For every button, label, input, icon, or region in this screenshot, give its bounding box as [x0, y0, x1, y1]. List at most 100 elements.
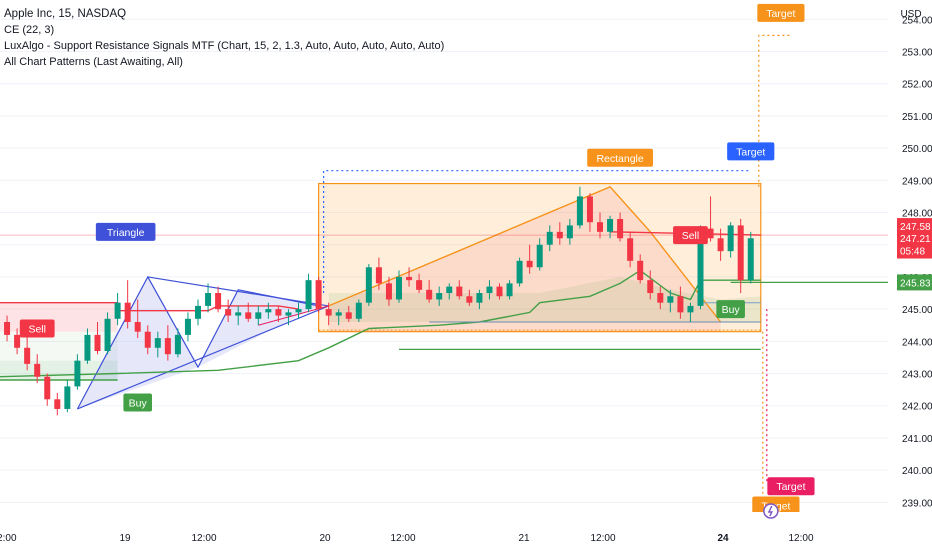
candle-body	[265, 309, 272, 313]
candle-body	[54, 399, 61, 409]
resistance-zone	[0, 302, 118, 332]
time-tick-label: 12:00	[0, 533, 17, 544]
lightning-icon	[763, 503, 779, 519]
candle-body	[396, 276, 402, 300]
indicator-luxalgo[interactable]: LuxAlgo - Support Resistance Signals MTF…	[4, 40, 445, 52]
candle-body	[325, 309, 332, 316]
signal-buy-text: Buy	[129, 398, 148, 410]
candle-body	[205, 293, 212, 306]
candle-body	[416, 280, 423, 290]
time-axis: 12:00 19 12:00 20 12:00 21 12:00 24 12:00	[0, 533, 814, 544]
candle-body	[94, 334, 101, 351]
symbol-title[interactable]: Apple Inc, 15, NASDAQ	[4, 8, 127, 20]
signal-sell-text: Sell	[682, 230, 700, 242]
price-tick-label: 248.00	[902, 209, 932, 220]
target-label: Target	[767, 477, 815, 496]
candle-body	[747, 238, 754, 281]
price-tick-label: 245.00	[902, 305, 932, 316]
signal-sell: Sell	[19, 319, 55, 338]
candle-body	[446, 286, 453, 294]
candle-body	[305, 280, 312, 310]
candle-body	[546, 231, 553, 245]
candle-body	[114, 302, 121, 319]
candle-body	[617, 218, 624, 239]
price-tick-label: 244.00	[902, 337, 932, 348]
candle-body	[104, 318, 111, 351]
triangle-lower-line	[77, 305, 329, 410]
candle-body	[597, 222, 603, 232]
candle-body	[657, 293, 664, 303]
rectangle-label-bg	[587, 148, 653, 167]
price-badge: 247.21	[897, 229, 932, 246]
supertrend-green-line	[0, 269, 761, 378]
candle-body	[637, 260, 644, 281]
rectangle-label: Rectangle	[587, 148, 653, 167]
time-tick-label: 21	[518, 533, 530, 544]
price-tick-label: 254.00	[902, 15, 932, 26]
candle-body	[154, 338, 161, 348]
candle-body	[375, 267, 382, 284]
candle-body	[737, 225, 744, 281]
signal-buy-bg	[123, 393, 152, 412]
price-badge-bg	[897, 274, 932, 291]
price-badge-text: 247.58	[900, 222, 931, 233]
candle-body	[84, 334, 91, 361]
price-badge: 05:48	[897, 242, 932, 259]
candle-body	[426, 289, 433, 300]
price-badge-text: 05:48	[900, 247, 925, 258]
target-label-bg	[727, 142, 775, 161]
price-tick-label: 253.00	[902, 48, 932, 59]
candle-body	[365, 267, 372, 303]
candle-body	[164, 338, 171, 355]
candle-body	[436, 293, 443, 300]
price-badge-text: 245.83	[900, 278, 931, 289]
indicator-chart-patterns[interactable]: All Chart Patterns (Last Awaiting, All)	[4, 56, 183, 68]
candle-body	[124, 302, 131, 323]
triangle-upper-line	[147, 276, 329, 307]
candle-body	[486, 286, 493, 294]
candle-body	[697, 228, 704, 306]
candle-body	[144, 331, 151, 348]
candle-body	[225, 309, 232, 316]
target-label-bg	[757, 3, 805, 22]
wedge-pattern-line	[328, 185, 722, 323]
candle-body	[285, 312, 292, 316]
signal-buy: Buy	[123, 393, 152, 412]
candle-body	[456, 286, 463, 297]
price-tick-label: 251.00	[902, 112, 932, 123]
target-label-text: Target	[766, 8, 795, 20]
candle-body	[385, 283, 392, 300]
candle-body	[717, 238, 724, 252]
candle-body	[275, 309, 282, 316]
rectangle-pattern-box	[318, 182, 762, 333]
signal-sell-bg	[19, 319, 55, 338]
time-tick-label: 24	[717, 533, 729, 544]
candle-body	[586, 196, 593, 223]
candle-body	[476, 293, 483, 303]
candle-body	[496, 286, 503, 297]
candle-body	[576, 196, 583, 226]
candle-body	[24, 347, 31, 364]
price-tick-label: 242.00	[902, 402, 932, 413]
target-label-bg	[767, 477, 815, 496]
candle-body	[516, 260, 523, 284]
indicator-ce[interactable]: CE (22, 3)	[4, 24, 55, 36]
target-label-text: Target	[776, 481, 805, 493]
candle-body	[406, 276, 413, 281]
target-projection-blue	[323, 170, 751, 293]
candle-body	[707, 228, 714, 239]
candle-body	[607, 218, 614, 232]
price-badge-bg	[897, 242, 932, 259]
candle-body	[14, 334, 21, 348]
signal-sell-bg	[673, 226, 708, 245]
candle-body	[295, 309, 302, 313]
candle-body	[315, 280, 322, 310]
time-tick-label: 12:00	[390, 533, 415, 544]
candle-body	[345, 312, 352, 319]
triangle-label-bg	[95, 222, 156, 241]
signal-buy: Buy	[716, 300, 745, 319]
time-tick-label: 19	[119, 533, 131, 544]
currency-label[interactable]: USD	[900, 9, 922, 20]
